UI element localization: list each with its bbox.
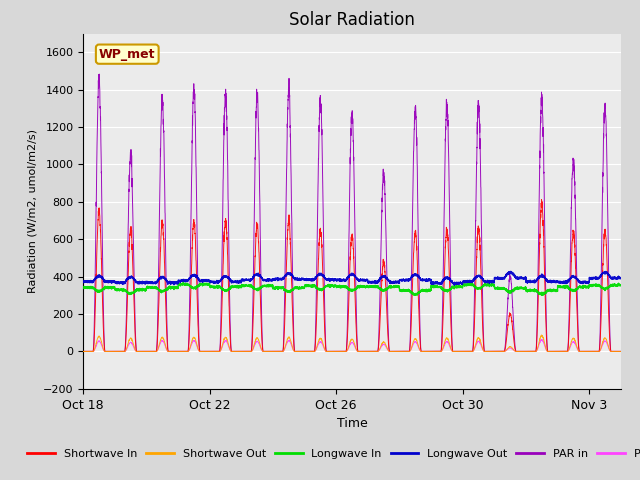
Y-axis label: Radiation (W/m2, umol/m2/s): Radiation (W/m2, umol/m2/s) [28,129,37,293]
Title: Solar Radiation: Solar Radiation [289,11,415,29]
Legend: Shortwave In, Shortwave Out, Longwave In, Longwave Out, PAR in, PAR out: Shortwave In, Shortwave Out, Longwave In… [22,444,640,463]
Text: WP_met: WP_met [99,48,156,60]
X-axis label: Time: Time [337,417,367,430]
